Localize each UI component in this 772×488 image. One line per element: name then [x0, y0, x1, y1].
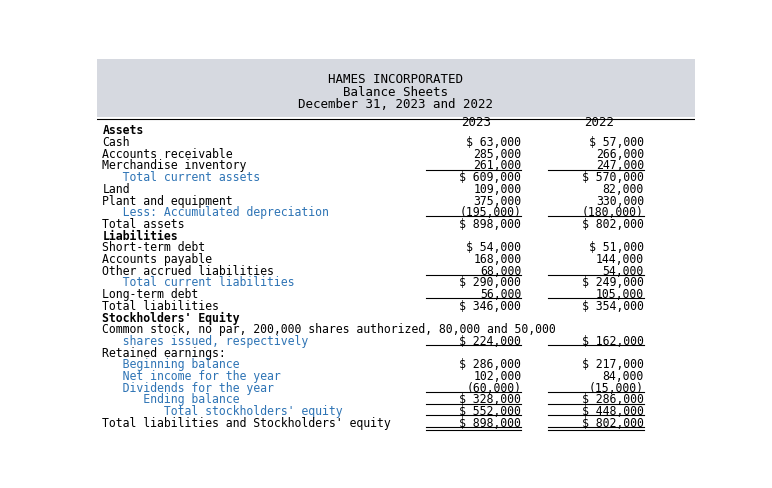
- Text: $ 354,000: $ 354,000: [582, 300, 644, 313]
- Text: Plant and equipment: Plant and equipment: [103, 195, 233, 207]
- Text: Total current liabilities: Total current liabilities: [103, 276, 295, 289]
- Text: 330,000: 330,000: [596, 195, 644, 207]
- Text: Land: Land: [103, 183, 130, 196]
- Text: Accounts receivable: Accounts receivable: [103, 148, 233, 161]
- Text: $ 51,000: $ 51,000: [589, 241, 644, 254]
- Text: $ 346,000: $ 346,000: [459, 300, 521, 313]
- Text: Ending balance: Ending balance: [103, 393, 240, 407]
- Text: Short-term debt: Short-term debt: [103, 241, 205, 254]
- Text: 54,000: 54,000: [603, 264, 644, 278]
- Text: Retained earnings:: Retained earnings:: [103, 346, 226, 360]
- Text: 144,000: 144,000: [596, 253, 644, 266]
- Text: (60,000): (60,000): [466, 382, 521, 395]
- Text: $ 898,000: $ 898,000: [459, 218, 521, 231]
- Text: $ 224,000: $ 224,000: [459, 335, 521, 348]
- Text: 56,000: 56,000: [480, 288, 521, 301]
- Text: $ 448,000: $ 448,000: [582, 405, 644, 418]
- Text: Common stock, no par, 200,000 shares authorized, 80,000 and 50,000: Common stock, no par, 200,000 shares aut…: [103, 323, 557, 336]
- Text: $ 286,000: $ 286,000: [459, 358, 521, 371]
- Text: 261,000: 261,000: [473, 160, 521, 172]
- Text: Dividends for the year: Dividends for the year: [103, 382, 274, 395]
- Text: Total current assets: Total current assets: [103, 171, 261, 184]
- Text: Liabilities: Liabilities: [103, 229, 178, 243]
- Text: $ 54,000: $ 54,000: [466, 241, 521, 254]
- Text: 168,000: 168,000: [473, 253, 521, 266]
- Text: 247,000: 247,000: [596, 160, 644, 172]
- Text: $ 249,000: $ 249,000: [582, 276, 644, 289]
- Text: Long-term debt: Long-term debt: [103, 288, 198, 301]
- Text: 82,000: 82,000: [603, 183, 644, 196]
- Text: 109,000: 109,000: [473, 183, 521, 196]
- Text: 266,000: 266,000: [596, 148, 644, 161]
- Text: $ 63,000: $ 63,000: [466, 136, 521, 149]
- Text: Total liabilities and Stockholders' equity: Total liabilities and Stockholders' equi…: [103, 417, 391, 430]
- Text: Other accrued liabilities: Other accrued liabilities: [103, 264, 274, 278]
- Text: Net income for the year: Net income for the year: [103, 370, 281, 383]
- Text: $ 898,000: $ 898,000: [459, 417, 521, 430]
- Text: $ 609,000: $ 609,000: [459, 171, 521, 184]
- Text: $ 552,000: $ 552,000: [459, 405, 521, 418]
- Text: $ 57,000: $ 57,000: [589, 136, 644, 149]
- Text: $ 217,000: $ 217,000: [582, 358, 644, 371]
- Text: Less: Accumulated depreciation: Less: Accumulated depreciation: [103, 206, 330, 219]
- Text: Merchandise inventory: Merchandise inventory: [103, 160, 247, 172]
- Text: Total assets: Total assets: [103, 218, 185, 231]
- Text: 102,000: 102,000: [473, 370, 521, 383]
- Text: 68,000: 68,000: [480, 264, 521, 278]
- Text: 2023: 2023: [462, 116, 492, 129]
- Text: $ 290,000: $ 290,000: [459, 276, 521, 289]
- Text: Stockholders' Equity: Stockholders' Equity: [103, 311, 240, 325]
- Text: Balance Sheets: Balance Sheets: [343, 85, 449, 99]
- Text: Accounts payable: Accounts payable: [103, 253, 212, 266]
- Text: 84,000: 84,000: [603, 370, 644, 383]
- Text: 285,000: 285,000: [473, 148, 521, 161]
- Text: $ 802,000: $ 802,000: [582, 417, 644, 430]
- Text: Cash: Cash: [103, 136, 130, 149]
- FancyBboxPatch shape: [96, 59, 695, 117]
- Text: $ 802,000: $ 802,000: [582, 218, 644, 231]
- Text: Total stockholders' equity: Total stockholders' equity: [103, 405, 343, 418]
- Text: Total liabilities: Total liabilities: [103, 300, 219, 313]
- Text: HAMES INCORPORATED: HAMES INCORPORATED: [328, 73, 463, 86]
- Text: $ 328,000: $ 328,000: [459, 393, 521, 407]
- Text: $ 286,000: $ 286,000: [582, 393, 644, 407]
- Text: Beginning balance: Beginning balance: [103, 358, 240, 371]
- Text: 105,000: 105,000: [596, 288, 644, 301]
- Text: (180,000): (180,000): [582, 206, 644, 219]
- Text: $ 570,000: $ 570,000: [582, 171, 644, 184]
- Text: shares issued, respectively: shares issued, respectively: [103, 335, 309, 348]
- Text: (195,000): (195,000): [459, 206, 521, 219]
- Text: 2022: 2022: [584, 116, 614, 129]
- Text: (15,000): (15,000): [589, 382, 644, 395]
- Text: December 31, 2023 and 2022: December 31, 2023 and 2022: [298, 99, 493, 111]
- Text: $ 162,000: $ 162,000: [582, 335, 644, 348]
- Text: 375,000: 375,000: [473, 195, 521, 207]
- Text: Assets: Assets: [103, 124, 144, 137]
